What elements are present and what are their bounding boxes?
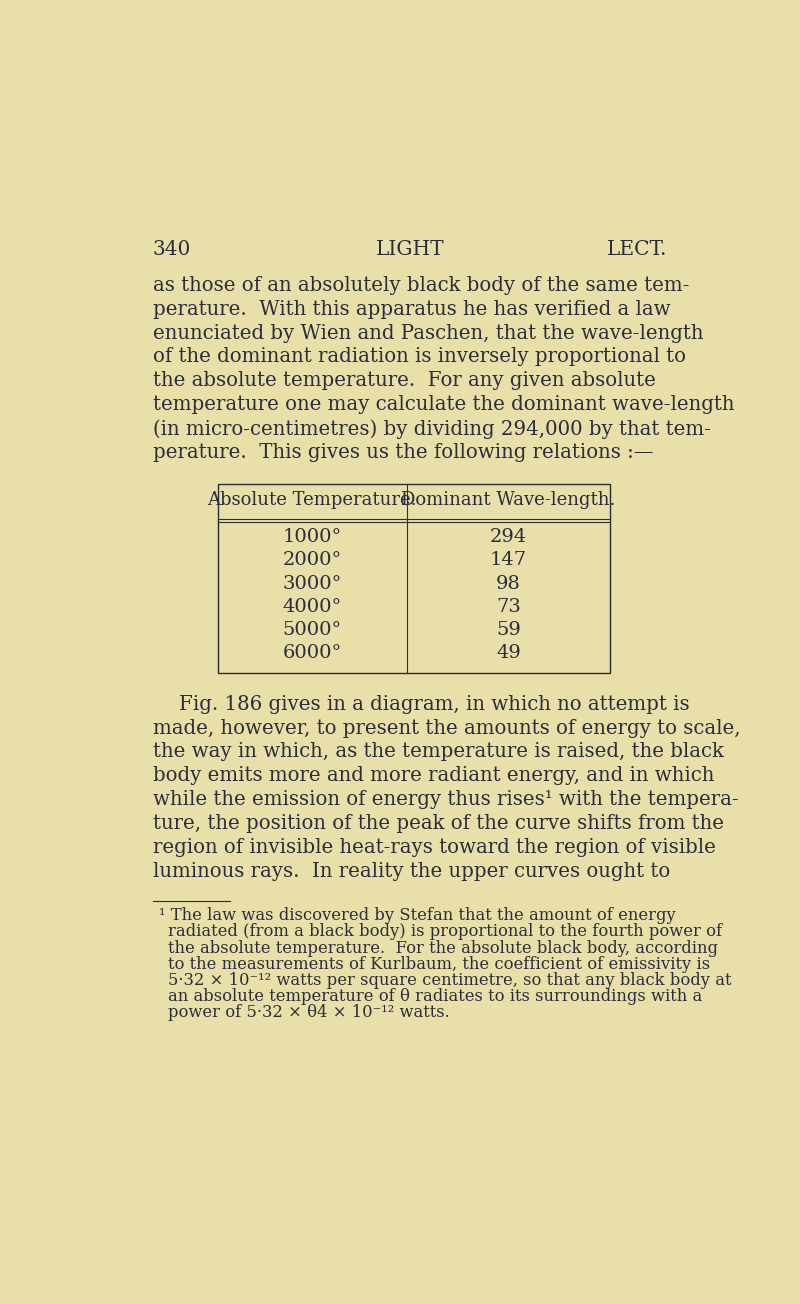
Text: 340: 340 [153, 240, 191, 258]
Text: 5·32 × 10⁻¹² watts per square centimetre, so that any black body at: 5·32 × 10⁻¹² watts per square centimetre… [168, 971, 732, 988]
Text: Dominant Wave-length.: Dominant Wave-length. [402, 492, 616, 510]
Text: the way in which, as the temperature is raised, the black: the way in which, as the temperature is … [153, 742, 723, 762]
Text: the absolute temperature.  For the absolute black body, according: the absolute temperature. For the absolu… [168, 940, 718, 957]
Text: 5000°: 5000° [282, 621, 342, 639]
Text: perature.  This gives us the following relations :—: perature. This gives us the following re… [153, 443, 654, 462]
Text: as those of an absolutely black body of the same tem-: as those of an absolutely black body of … [153, 276, 689, 295]
Text: 6000°: 6000° [282, 644, 342, 662]
Text: 294: 294 [490, 528, 527, 546]
Bar [218, 484, 610, 673]
Text: ture, the position of the peak of the curve shifts from the: ture, the position of the peak of the cu… [153, 814, 724, 833]
Text: 147: 147 [490, 552, 527, 570]
Text: 4000°: 4000° [282, 597, 342, 615]
Text: 73: 73 [496, 597, 521, 615]
Text: the absolute temperature.  For any given absolute: the absolute temperature. For any given … [153, 372, 655, 390]
Text: 2000°: 2000° [282, 552, 342, 570]
Text: body emits more and more radiant energy, and in which: body emits more and more radiant energy,… [153, 767, 714, 785]
Text: ¹ The law was discovered by Stefan that the amount of energy: ¹ The law was discovered by Stefan that … [159, 908, 676, 925]
Text: radiated (from a black body) is proportional to the fourth power of: radiated (from a black body) is proporti… [168, 923, 722, 940]
Text: while the emission of energy thus rises¹ with the tempera-: while the emission of energy thus rises¹… [153, 790, 738, 810]
Text: of the dominant radiation is inversely proportional to: of the dominant radiation is inversely p… [153, 347, 686, 366]
Text: luminous rays.  In reality the upper curves ought to: luminous rays. In reality the upper curv… [153, 862, 670, 880]
Text: region of invisible heat-rays toward the region of visible: region of invisible heat-rays toward the… [153, 838, 715, 857]
Text: power of 5·32 × θ4 × 10⁻¹² watts.: power of 5·32 × θ4 × 10⁻¹² watts. [168, 1004, 450, 1021]
Text: temperature one may calculate the dominant wave-length: temperature one may calculate the domina… [153, 395, 734, 415]
Text: 3000°: 3000° [282, 575, 342, 592]
Text: enunciated by Wien and Paschen, that the wave-length: enunciated by Wien and Paschen, that the… [153, 323, 703, 343]
Text: 98: 98 [496, 575, 521, 592]
Text: 49: 49 [496, 644, 521, 662]
Text: 59: 59 [496, 621, 521, 639]
Text: to the measurements of Kurlbaum, the coefficient of emissivity is: to the measurements of Kurlbaum, the coe… [168, 956, 710, 973]
Text: perature.  With this apparatus he has verified a law: perature. With this apparatus he has ver… [153, 300, 670, 318]
Text: made, however, to present the amounts of energy to scale,: made, however, to present the amounts of… [153, 719, 740, 738]
Text: 1000°: 1000° [282, 528, 342, 546]
Text: LECT.: LECT. [607, 240, 667, 258]
Text: an absolute temperature of θ radiates to its surroundings with a: an absolute temperature of θ radiates to… [168, 988, 702, 1005]
Text: Fig. 186 gives in a diagram, in which no attempt is: Fig. 186 gives in a diagram, in which no… [179, 695, 690, 713]
Text: LIGHT: LIGHT [376, 240, 444, 258]
Text: (in micro-centimetres) by dividing 294,000 by that tem-: (in micro-centimetres) by dividing 294,0… [153, 419, 710, 438]
Text: Absolute Temperature.: Absolute Temperature. [208, 492, 417, 510]
